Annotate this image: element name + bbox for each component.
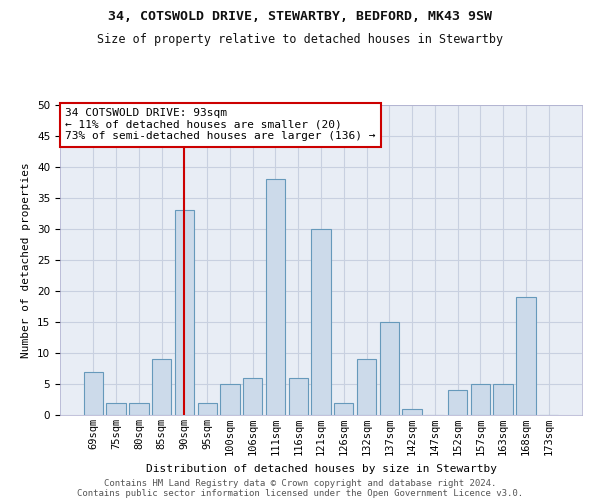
Bar bbox=[311, 229, 331, 415]
Bar bbox=[84, 372, 103, 415]
Bar bbox=[448, 390, 467, 415]
Bar bbox=[380, 322, 399, 415]
Bar bbox=[470, 384, 490, 415]
Bar bbox=[152, 359, 172, 415]
Bar bbox=[516, 297, 536, 415]
Text: Contains HM Land Registry data © Crown copyright and database right 2024.: Contains HM Land Registry data © Crown c… bbox=[104, 478, 496, 488]
Bar bbox=[197, 402, 217, 415]
Bar bbox=[243, 378, 262, 415]
Text: 34, COTSWOLD DRIVE, STEWARTBY, BEDFORD, MK43 9SW: 34, COTSWOLD DRIVE, STEWARTBY, BEDFORD, … bbox=[108, 10, 492, 23]
Text: Size of property relative to detached houses in Stewartby: Size of property relative to detached ho… bbox=[97, 32, 503, 46]
Bar bbox=[493, 384, 513, 415]
Bar bbox=[220, 384, 239, 415]
Bar bbox=[357, 359, 376, 415]
Text: 34 COTSWOLD DRIVE: 93sqm
← 11% of detached houses are smaller (20)
73% of semi-d: 34 COTSWOLD DRIVE: 93sqm ← 11% of detach… bbox=[65, 108, 376, 142]
Bar bbox=[129, 402, 149, 415]
Bar bbox=[334, 402, 353, 415]
Y-axis label: Number of detached properties: Number of detached properties bbox=[22, 162, 31, 358]
X-axis label: Distribution of detached houses by size in Stewartby: Distribution of detached houses by size … bbox=[146, 464, 497, 473]
Bar bbox=[289, 378, 308, 415]
Bar bbox=[403, 409, 422, 415]
Bar bbox=[175, 210, 194, 415]
Bar bbox=[106, 402, 126, 415]
Text: Contains public sector information licensed under the Open Government Licence v3: Contains public sector information licen… bbox=[77, 488, 523, 498]
Bar bbox=[266, 180, 285, 415]
